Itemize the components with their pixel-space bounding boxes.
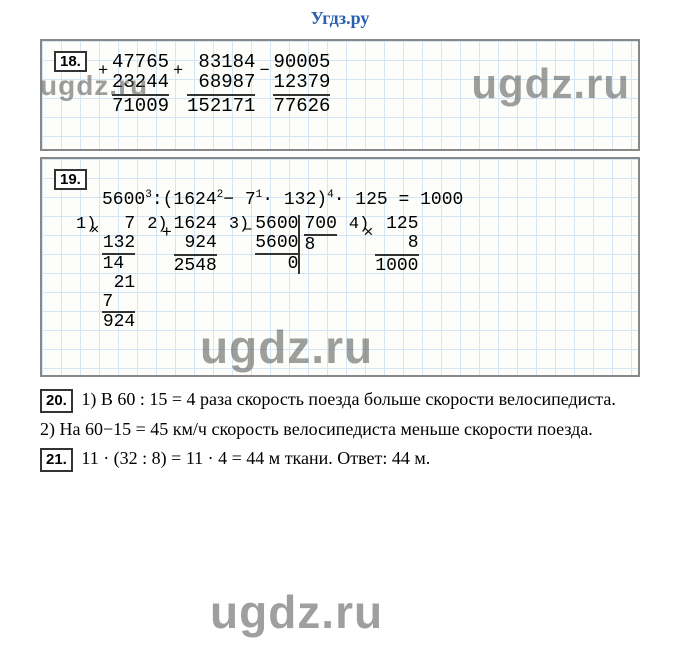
text-block-20-21: 20. 1) В 60 : 15 = 4 раза скорость поезд… xyxy=(40,387,640,472)
problem-number-19: 19. xyxy=(54,169,87,190)
calc-bot: 23244 xyxy=(112,73,169,96)
page-header: Угдз.ру xyxy=(0,0,680,33)
panel-18: 18. + 47765 23244 71009 + 83184 68987 15… xyxy=(40,39,640,151)
plus-icon: + xyxy=(98,63,108,81)
minus-icon: − xyxy=(243,223,252,239)
expression-19: 56003:(16242− 71· 132)4· 125 = 1000 xyxy=(62,189,463,210)
mult-line: 21 xyxy=(102,274,135,293)
step-2: 2) + 1624 924 2548 xyxy=(147,215,217,276)
plus-icon: + xyxy=(162,225,172,243)
mult-icon: × xyxy=(90,223,99,239)
calc-res: 152171 xyxy=(187,96,255,117)
panel-19: 19. 56003:(16242− 71· 132)4· 125 = 1000 … xyxy=(40,157,640,377)
steps-row: 1) × 7 132 14 21 7 924 2) + 1624 924 254… xyxy=(56,215,419,332)
add-res: 2548 xyxy=(174,256,217,276)
mult-bot: 132 xyxy=(102,234,135,255)
calc-top: 83184 xyxy=(187,53,255,73)
add-bot: 924 xyxy=(174,234,217,256)
calc-res: 77626 xyxy=(273,96,330,117)
calc-2: + 83184 68987 152171 xyxy=(187,53,255,117)
calc-row-18: + 47765 23244 71009 + 83184 68987 152171… xyxy=(82,53,330,117)
calc-res: 71009 xyxy=(112,96,169,117)
problem-20-line1: 20. 1) В 60 : 15 = 4 раза скорость поезд… xyxy=(40,387,640,413)
watermark: ugdz.ru xyxy=(210,585,383,639)
div-rem: 0 xyxy=(255,255,298,274)
div-sub: 5600 xyxy=(255,234,298,255)
mult-icon: × xyxy=(363,225,373,243)
problem-20-line2: 2) На 60−15 = 45 км/ч скорость велосипед… xyxy=(40,417,640,441)
calc-top: 90005 xyxy=(273,53,330,73)
div-dividend: 5600 xyxy=(255,215,298,234)
mult-bot: 8 xyxy=(375,234,418,256)
div-divisor: 700 xyxy=(304,215,336,236)
mult-res: 1000 xyxy=(375,256,418,276)
p20-text1: 1) В 60 : 15 = 4 раза скорость поезда бо… xyxy=(81,389,615,409)
calc-bot: 68987 xyxy=(187,73,255,96)
problem-number-20: 20. xyxy=(40,389,73,413)
step-1: 1) × 7 132 14 21 7 924 xyxy=(76,215,135,332)
calc-3: − 90005 12379 77626 xyxy=(273,53,330,117)
mult-line: 14 xyxy=(102,255,135,274)
problem-21: 21. 11 · (32 : 8) = 11 · 4 = 44 м ткани.… xyxy=(40,446,640,472)
step-3: 3) − 5600 5600 0 700 8 xyxy=(229,215,337,274)
add-top: 1624 xyxy=(174,215,217,234)
mult-line: 7 xyxy=(102,293,135,314)
minus-icon: − xyxy=(259,63,269,81)
calc-top: 47765 xyxy=(112,53,169,73)
calc-bot: 12379 xyxy=(273,73,330,96)
div-quotient: 8 xyxy=(304,236,336,255)
mult-top: 7 xyxy=(102,215,135,234)
calc-1: + 47765 23244 71009 xyxy=(112,53,169,117)
p21-text: 11 · (32 : 8) = 11 · 4 = 44 м ткани. Отв… xyxy=(81,448,430,468)
step-4: 4) × 125 8 1000 xyxy=(349,215,419,276)
problem-number-21: 21. xyxy=(40,448,73,472)
mult-res: 924 xyxy=(102,313,135,332)
mult-top: 125 xyxy=(375,215,418,234)
plus-icon: + xyxy=(173,63,183,81)
